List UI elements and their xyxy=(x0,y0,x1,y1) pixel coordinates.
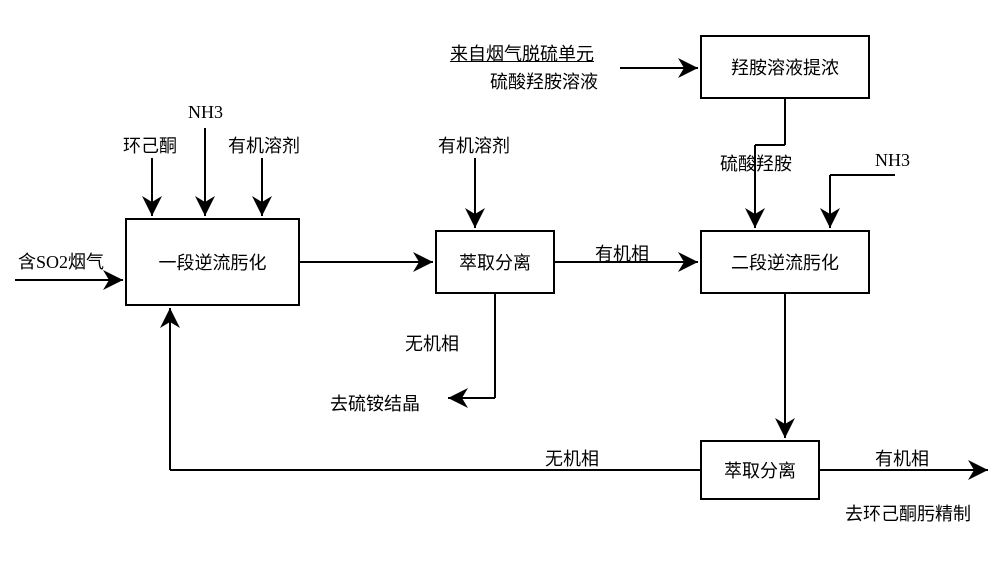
label-solvent-2: 有机溶剂 xyxy=(438,132,510,158)
label-nh3-1: NH3 xyxy=(188,102,223,123)
label-flue-unit: 来自烟气脱硫单元 xyxy=(450,40,594,66)
label-has: 硫酸羟胺 xyxy=(720,150,792,176)
box-stage2-label: 二段逆流肟化 xyxy=(731,249,839,275)
box-stage2: 二段逆流肟化 xyxy=(700,230,870,294)
label-so2-in: 含SO2烟气 xyxy=(18,248,104,274)
box-concentrate: 羟胺溶液提浓 xyxy=(700,35,870,99)
label-inorganic-2: 无机相 xyxy=(545,445,599,471)
box-extract1-label: 萃取分离 xyxy=(459,249,531,275)
label-to-refine: 去环己酮肟精制 xyxy=(845,500,971,526)
label-organic-1: 有机相 xyxy=(595,240,649,266)
box-extract2-label: 萃取分离 xyxy=(724,457,796,483)
box-stage1-label: 一段逆流肟化 xyxy=(159,249,267,275)
label-organic-2: 有机相 xyxy=(875,445,929,471)
label-to-crystal: 去硫铵结晶 xyxy=(330,390,420,416)
box-extract2: 萃取分离 xyxy=(700,440,820,500)
label-chy: 环己酮 xyxy=(123,132,177,158)
label-inorganic-1: 无机相 xyxy=(405,330,459,356)
label-nh3-2: NH3 xyxy=(875,150,910,171)
box-stage1: 一段逆流肟化 xyxy=(125,218,300,306)
box-extract1: 萃取分离 xyxy=(435,230,555,294)
label-has-soln: 硫酸羟胺溶液 xyxy=(490,68,598,94)
box-concentrate-label: 羟胺溶液提浓 xyxy=(731,54,839,80)
flowchart-canvas: 一段逆流肟化 萃取分离 二段逆流肟化 羟胺溶液提浓 萃取分离 含SO2烟气 环己… xyxy=(0,0,1000,564)
label-solvent-1: 有机溶剂 xyxy=(228,132,300,158)
